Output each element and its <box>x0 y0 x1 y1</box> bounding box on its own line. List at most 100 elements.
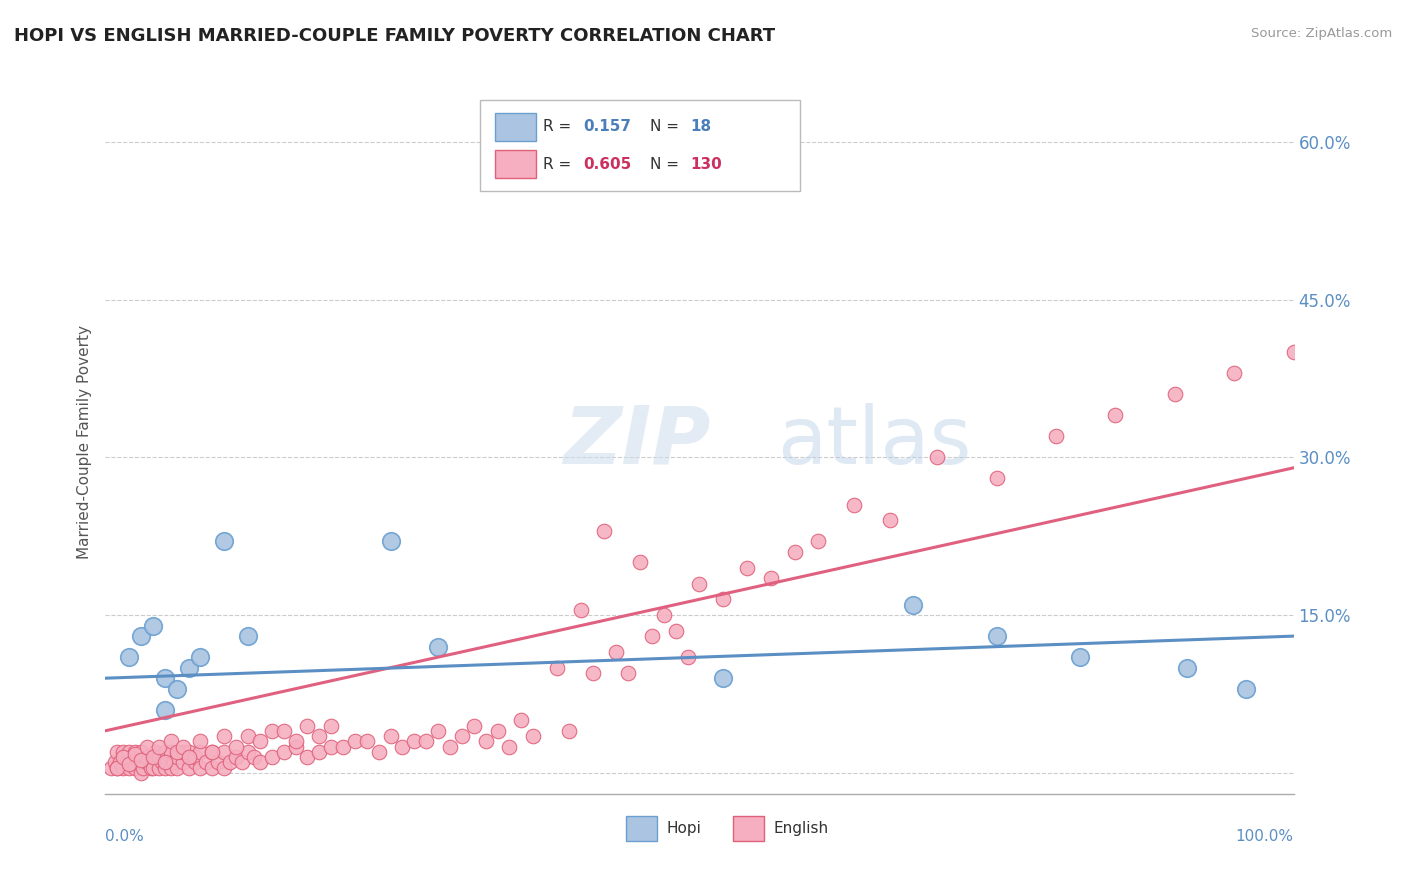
Point <box>308 745 330 759</box>
Point <box>172 745 194 759</box>
Point <box>225 750 247 764</box>
Point <box>415 734 437 748</box>
Point <box>201 745 224 759</box>
Point <box>153 671 176 685</box>
Point <box>641 629 664 643</box>
Point <box>652 608 675 623</box>
Point <box>569 603 592 617</box>
Point <box>321 718 343 732</box>
Point <box>391 739 413 754</box>
Point <box>735 560 758 574</box>
Point <box>166 745 188 759</box>
Point <box>190 745 212 759</box>
Point <box>842 498 865 512</box>
Point <box>522 729 544 743</box>
Point <box>108 756 131 770</box>
Point <box>711 671 734 685</box>
Point <box>236 729 259 743</box>
Point <box>986 471 1008 485</box>
Point <box>284 739 307 754</box>
Text: 130: 130 <box>690 157 721 171</box>
Point <box>1164 387 1187 401</box>
Point <box>450 729 472 743</box>
Point <box>236 745 259 759</box>
Point <box>129 756 152 770</box>
Text: 0.0%: 0.0% <box>105 830 145 844</box>
Point <box>190 734 212 748</box>
Point <box>166 681 188 696</box>
Point <box>711 592 734 607</box>
Point <box>124 761 146 775</box>
Point <box>214 729 236 743</box>
Text: 0.157: 0.157 <box>583 120 631 135</box>
Point <box>463 718 485 732</box>
Point <box>166 750 188 764</box>
Point <box>297 750 319 764</box>
Point <box>617 665 640 680</box>
FancyBboxPatch shape <box>479 100 800 192</box>
FancyBboxPatch shape <box>733 815 763 841</box>
Point <box>163 756 186 770</box>
Point <box>427 723 450 738</box>
Point <box>628 556 651 570</box>
Point <box>207 756 229 770</box>
Point <box>273 723 295 738</box>
Point <box>105 745 128 759</box>
Point <box>498 739 520 754</box>
Point <box>676 650 699 665</box>
Text: 0.605: 0.605 <box>583 157 631 171</box>
Point <box>128 756 150 770</box>
Point <box>105 761 128 775</box>
Point <box>558 723 581 738</box>
Point <box>153 703 176 717</box>
Text: Hopi: Hopi <box>666 821 702 836</box>
Point <box>308 729 330 743</box>
Point <box>129 629 152 643</box>
Point <box>249 756 271 770</box>
Point <box>129 753 152 767</box>
Point <box>284 734 307 748</box>
Point <box>474 734 496 748</box>
Point <box>183 750 205 764</box>
Point <box>136 739 159 754</box>
Text: R =: R = <box>543 120 576 135</box>
Point <box>195 756 218 770</box>
FancyBboxPatch shape <box>495 150 536 178</box>
Point <box>136 750 159 764</box>
Point <box>159 761 181 775</box>
Point <box>112 761 135 775</box>
Text: Source: ZipAtlas.com: Source: ZipAtlas.com <box>1251 27 1392 40</box>
Point <box>1045 429 1067 443</box>
Point <box>343 734 366 748</box>
Point <box>177 745 200 759</box>
Point <box>115 756 138 770</box>
Point <box>219 756 242 770</box>
Point <box>118 650 141 665</box>
Point <box>214 745 236 759</box>
Point <box>143 745 166 759</box>
Point <box>759 571 782 585</box>
Point <box>214 534 236 549</box>
Point <box>243 750 266 764</box>
Point <box>148 750 170 764</box>
Point <box>380 534 402 549</box>
FancyBboxPatch shape <box>626 815 657 841</box>
Point <box>879 513 901 527</box>
Point <box>142 618 165 632</box>
Point <box>105 761 128 775</box>
Point <box>367 745 389 759</box>
Point <box>1069 650 1091 665</box>
Point <box>214 761 236 775</box>
Point <box>783 545 806 559</box>
FancyBboxPatch shape <box>495 113 536 141</box>
Point <box>260 723 283 738</box>
Point <box>380 729 402 743</box>
Point <box>689 576 711 591</box>
Point <box>546 661 568 675</box>
Point <box>1223 366 1246 380</box>
Point <box>139 761 162 775</box>
Point <box>129 745 152 759</box>
Text: R =: R = <box>543 157 576 171</box>
Point <box>153 761 176 775</box>
Point <box>665 624 688 638</box>
